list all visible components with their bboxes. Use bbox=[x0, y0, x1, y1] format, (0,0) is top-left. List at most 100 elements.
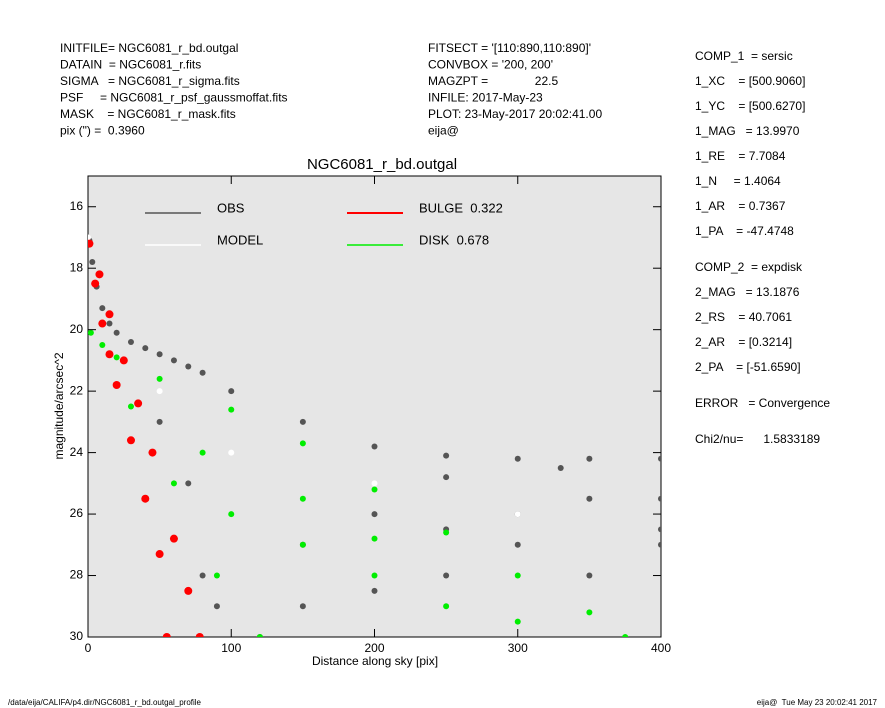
point bbox=[586, 572, 593, 579]
x-tick-label: 0 bbox=[85, 641, 92, 655]
point bbox=[514, 572, 521, 579]
point bbox=[658, 526, 661, 533]
fit-parameter: 2_PA = [-51.6590] bbox=[695, 360, 801, 374]
fit-parameter: 1_PA = -47.4748 bbox=[695, 224, 794, 238]
chart-title: NGC6081_r_bd.outgal bbox=[307, 156, 457, 173]
point bbox=[443, 572, 450, 579]
point bbox=[443, 452, 450, 459]
point bbox=[170, 357, 177, 364]
point bbox=[514, 455, 521, 462]
point bbox=[371, 511, 378, 518]
point bbox=[213, 572, 220, 579]
point bbox=[170, 480, 177, 487]
point bbox=[299, 440, 306, 447]
header-line: CONVBOX = '200, 200' bbox=[428, 58, 553, 72]
fit-parameter: 2_AR = [0.3214] bbox=[695, 335, 792, 349]
point bbox=[88, 329, 94, 336]
fit-parameter: 1_XC = [500.9060] bbox=[695, 74, 805, 88]
point bbox=[371, 587, 378, 594]
points bbox=[88, 234, 661, 637]
point bbox=[443, 603, 450, 610]
legend-label: DISK 0.678 bbox=[419, 232, 489, 247]
fit-parameter: 1_AR = 0.7367 bbox=[695, 199, 786, 213]
point bbox=[371, 480, 378, 487]
point bbox=[199, 369, 206, 376]
y-tick-label: 20 bbox=[70, 322, 84, 336]
point bbox=[134, 399, 143, 408]
point bbox=[371, 486, 378, 493]
y-tick-label: 26 bbox=[70, 506, 84, 520]
legend-label: BULGE 0.322 bbox=[419, 200, 503, 215]
fit-parameter: 1_YC = [500.6270] bbox=[695, 99, 805, 113]
point bbox=[169, 534, 178, 543]
point bbox=[299, 418, 306, 425]
point bbox=[106, 320, 113, 327]
point bbox=[126, 436, 135, 445]
point bbox=[514, 541, 521, 548]
point bbox=[299, 541, 306, 548]
fit-parameter: 2_MAG = 13.1876 bbox=[695, 285, 800, 299]
point bbox=[195, 633, 204, 637]
point bbox=[371, 535, 378, 542]
header-line: MASK = NGC6081_r_mask.fits bbox=[60, 107, 236, 121]
header-line: pix (") = 0.3960 bbox=[60, 124, 145, 138]
point bbox=[98, 319, 107, 328]
header-line: FITSECT = '[110:890,110:890]' bbox=[428, 41, 591, 55]
point bbox=[658, 495, 661, 502]
point bbox=[162, 633, 171, 637]
point bbox=[622, 634, 629, 637]
plot-area bbox=[87, 175, 662, 638]
point bbox=[156, 418, 163, 425]
legend-label: MODEL bbox=[217, 232, 263, 247]
legend-label: OBS bbox=[217, 200, 245, 215]
footer-path: /data/eija/CALIFA/p4.dir/NGC6081_r_bd.ou… bbox=[8, 698, 202, 707]
point bbox=[105, 350, 114, 359]
point bbox=[127, 403, 134, 410]
point bbox=[89, 259, 96, 266]
point bbox=[88, 239, 94, 248]
header-line: eija@ bbox=[428, 124, 459, 138]
x-tick-label: 300 bbox=[508, 641, 528, 655]
point bbox=[256, 634, 263, 637]
point bbox=[443, 474, 450, 481]
x-axis-label: Distance along sky [pix] bbox=[312, 654, 438, 668]
point bbox=[658, 541, 661, 548]
y-tick-label: 16 bbox=[70, 199, 84, 213]
y-tick-label: 28 bbox=[70, 568, 84, 582]
footer-date: eija@ Tue May 23 20:02:41 2017 bbox=[757, 698, 878, 707]
point bbox=[156, 375, 163, 382]
point bbox=[228, 449, 235, 456]
point bbox=[185, 480, 192, 487]
point bbox=[199, 572, 206, 579]
point bbox=[119, 356, 128, 365]
point bbox=[299, 603, 306, 610]
point bbox=[105, 310, 114, 319]
fit-parameter: COMP_1 = sersic bbox=[695, 49, 793, 63]
point bbox=[299, 495, 306, 502]
x-tick-label: 200 bbox=[364, 641, 384, 655]
y-tick-label: 22 bbox=[70, 383, 84, 397]
y-tick-label: 18 bbox=[70, 260, 84, 274]
point bbox=[228, 511, 235, 518]
point bbox=[185, 363, 192, 370]
point bbox=[156, 351, 163, 358]
point bbox=[113, 329, 120, 336]
y-tick-label: 30 bbox=[70, 629, 84, 643]
point bbox=[91, 279, 100, 288]
point bbox=[199, 449, 206, 456]
y-axis-label: magnitude/arcsec^2 bbox=[52, 352, 66, 459]
point bbox=[371, 443, 378, 450]
header-line: INFILE: 2017-May-23 bbox=[428, 91, 543, 105]
point bbox=[88, 234, 91, 241]
header-line: INITFILE= NGC6081_r_bd.outgal bbox=[60, 41, 238, 55]
fit-parameter: ERROR = Convergence bbox=[695, 396, 830, 410]
point bbox=[371, 572, 378, 579]
header-line: SIGMA = NGC6081_r_sigma.fits bbox=[60, 74, 240, 88]
x-tick-label: 100 bbox=[221, 641, 241, 655]
point bbox=[443, 529, 450, 536]
fit-parameter: 1_RE = 7.7084 bbox=[695, 149, 786, 163]
point bbox=[127, 338, 134, 345]
fit-parameter: 1_MAG = 13.9970 bbox=[695, 124, 800, 138]
point bbox=[514, 618, 521, 625]
point bbox=[112, 380, 121, 389]
